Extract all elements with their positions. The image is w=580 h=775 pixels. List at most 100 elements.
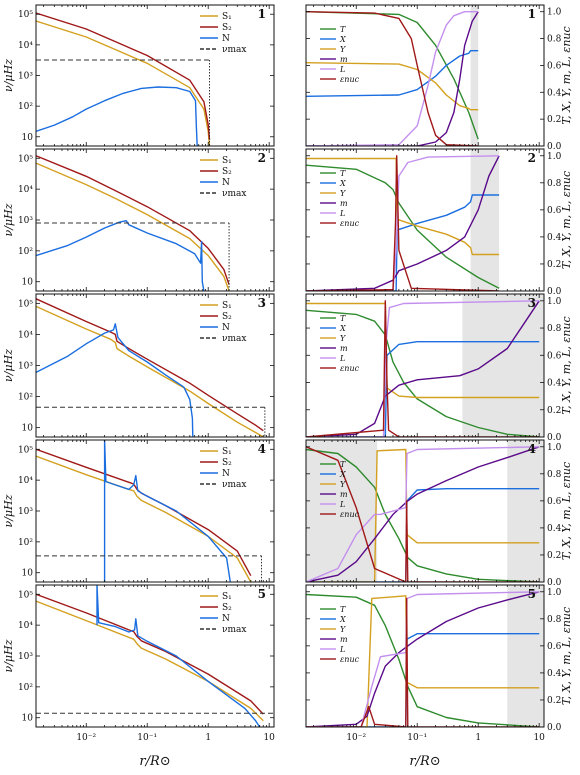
series-S₂-line	[36, 593, 264, 715]
series-X-line	[306, 50, 479, 97]
x-axis-label-right: r/R⊙	[409, 754, 440, 769]
y-tick-label: 1.0	[547, 8, 562, 18]
panel-number: 3	[258, 296, 266, 310]
series-S₁-line	[36, 600, 264, 722]
y-tick-label: 10	[22, 133, 34, 143]
y-tick-label: 10⁵	[18, 10, 33, 20]
series-m-line	[306, 446, 540, 582]
legend-label: S₁	[222, 301, 232, 311]
legend-label: L	[339, 65, 345, 74]
plot-area	[36, 155, 230, 291]
legend-label: S₁	[222, 592, 232, 602]
series-Y-line	[306, 62, 479, 111]
x-tick-label: 10⁻²	[346, 733, 366, 743]
right-y-axis-label: T, X, Y, m, L, εnuc	[560, 171, 573, 269]
left-y-axis-label: ν/μHz	[2, 59, 15, 92]
y-tick-label: 10	[22, 278, 34, 288]
panel-number: 1	[528, 7, 536, 21]
legend-label: Y	[340, 334, 346, 343]
left-y-axis-label: ν/μHz	[2, 639, 15, 672]
y-tick-label: 0.6	[547, 206, 562, 216]
series-m-line	[306, 300, 540, 437]
legend-label: νmax	[222, 334, 246, 344]
y-tick-label: 0.4	[547, 233, 562, 243]
legend-label: m	[340, 490, 348, 499]
legend-label: L	[339, 645, 345, 654]
x-tick-label: 10⁻¹	[137, 733, 157, 743]
panel-right-3: 0.0 0.2 0.4 0.6 0.8 1.0 T, X, Y, m, L, εnuc TXY…	[305, 293, 573, 443]
series-L-line	[306, 446, 540, 582]
legend-label: Y	[340, 480, 346, 489]
series-εnuc-line	[306, 446, 540, 582]
plot-area	[36, 585, 274, 727]
series-T-line	[306, 11, 479, 140]
legend-label: T	[340, 605, 346, 614]
legend-label: T	[340, 460, 346, 469]
legend-label: S₂	[222, 23, 232, 33]
right-y-axis-label: T, X, Y, m, L, εnuc	[560, 462, 573, 560]
legend-label: Y	[340, 189, 346, 198]
y-tick-label: 10⁴	[18, 185, 33, 195]
y-tick-label: 0.0	[547, 433, 562, 443]
y-tick-label: 0.8	[547, 615, 562, 625]
panel-right-5: 10⁻² 10⁻¹ 1 100.0 0.2 0.4 0.6 0.8 1.0 T, X, Y, m,…	[305, 584, 573, 743]
y-tick-label: 1.0	[547, 588, 562, 598]
y-tick-label: 10⁵	[18, 445, 33, 455]
legend-label: S₁	[222, 156, 232, 166]
panel-number: 3	[528, 296, 536, 310]
legend-label: L	[339, 209, 345, 218]
y-tick-label: 10⁵	[18, 299, 33, 309]
series-εnuc-line	[306, 300, 540, 437]
y-tick-label: 0.0	[547, 578, 562, 588]
right-y-axis-label: T, X, Y, m, L, εnuc	[560, 607, 573, 705]
legend-label: S₂	[222, 603, 232, 613]
shaded-region	[507, 440, 544, 582]
y-tick-label: 0.0	[547, 142, 562, 152]
panel-number: 4	[528, 442, 536, 456]
panel-number: 2	[258, 151, 266, 165]
panel-right-2: 0.0 0.2 0.4 0.6 0.8 1.0 T, X, Y, m, L, εnuc TXY…	[305, 148, 573, 297]
y-tick-label: 10⁵	[18, 590, 33, 600]
plot-area	[306, 149, 500, 291]
shaded-region	[470, 5, 479, 146]
plot-area	[306, 440, 544, 582]
legend-label: L	[339, 500, 345, 509]
panel-number: 2	[528, 151, 536, 165]
left-y-axis-label: ν/μHz	[2, 203, 15, 236]
series-S₂-line	[36, 298, 264, 432]
legend-label: T	[340, 314, 346, 323]
y-tick-label: 10⁴	[18, 621, 33, 631]
series-Y-line	[306, 595, 540, 727]
y-tick-label: 0.8	[547, 35, 562, 45]
y-tick-label: 0.6	[547, 61, 562, 71]
legend-label: X	[339, 615, 346, 624]
y-tick-label: 10²	[18, 102, 33, 112]
legend-label: S₂	[222, 458, 232, 468]
y-tick-label: 10⁴	[18, 476, 33, 486]
y-tick-label: 10	[22, 714, 34, 724]
y-tick-label: 0.4	[547, 524, 562, 534]
legend-label: N	[222, 323, 230, 333]
series-N-line	[36, 219, 205, 291]
legend-label: νmax	[222, 625, 246, 635]
legend-label: Y	[340, 625, 346, 634]
y-tick-label: 0.6	[547, 351, 562, 361]
legend-label: m	[340, 635, 348, 644]
y-tick-label: 0.2	[547, 696, 561, 706]
legend-label: X	[339, 179, 346, 188]
y-tick-label: 1.0	[547, 152, 562, 162]
legend-label: X	[339, 35, 346, 44]
legend-label: S₂	[222, 167, 232, 177]
legend-label: Y	[340, 45, 346, 54]
legend-label: εnuc	[340, 219, 360, 228]
legend-label: N	[222, 34, 230, 44]
series-L-line	[306, 10, 479, 146]
right-y-axis-label: T, X, Y, m, L, εnuc	[560, 26, 573, 124]
x-tick-label: 10	[533, 733, 545, 743]
panel-number: 5	[528, 587, 536, 601]
y-tick-label: 0.2	[547, 260, 561, 270]
shaded-region	[306, 440, 378, 582]
